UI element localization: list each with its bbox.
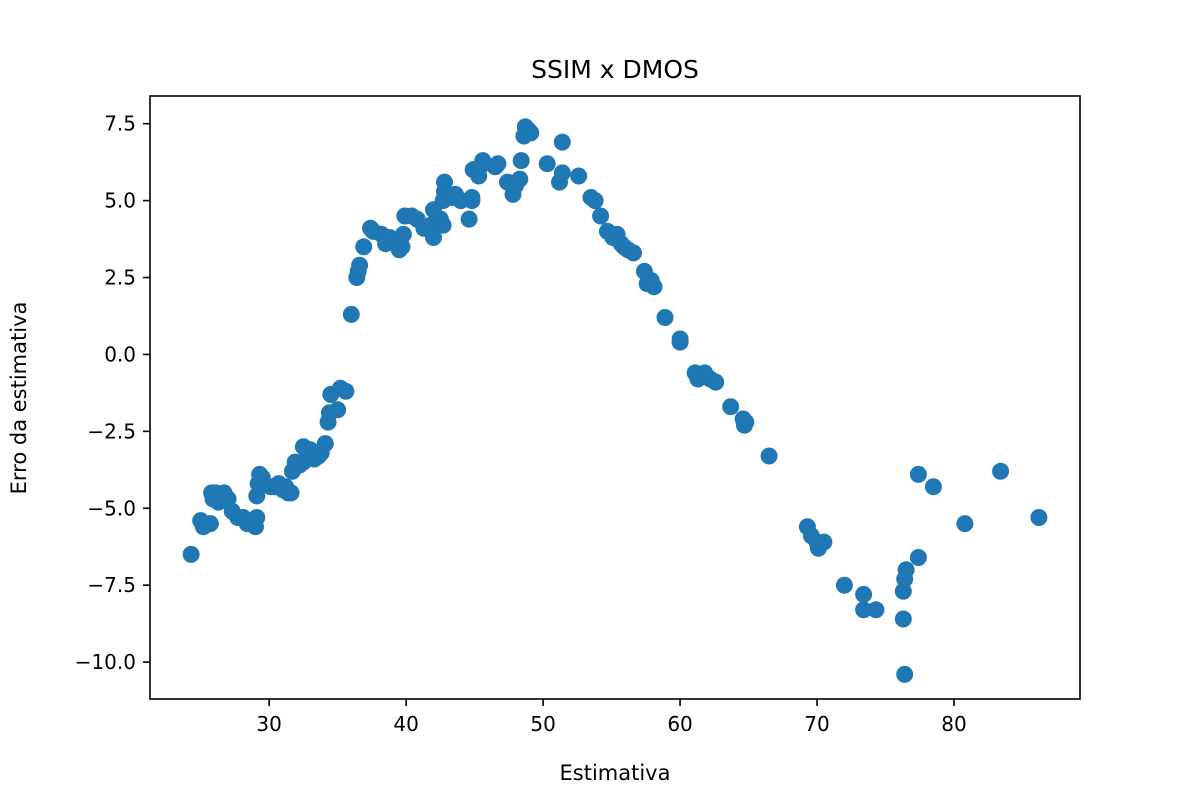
- data-point: [909, 549, 927, 566]
- data-point: [393, 238, 411, 256]
- data-point: [835, 576, 853, 594]
- y-tick-label: −10.0: [75, 650, 136, 674]
- data-point: [248, 509, 266, 526]
- x-tick-label: 40: [393, 712, 418, 736]
- data-point: [463, 189, 481, 206]
- data-point: [867, 601, 885, 619]
- plot-area-frame: [149, 95, 1081, 700]
- data-point: [355, 238, 373, 256]
- y-axis: 7.5 5.0 2.5 0.0 −2.5 −5.0 −7.5 −10.0: [75, 112, 150, 674]
- data-point: [592, 207, 610, 225]
- data-point: [855, 585, 873, 603]
- data-point: [956, 515, 974, 533]
- y-tick-label: −7.5: [87, 573, 136, 597]
- x-tick-label: 60: [667, 712, 692, 736]
- data-point: [282, 484, 300, 502]
- data-point: [337, 382, 355, 400]
- data-point: [538, 155, 556, 173]
- data-point: [586, 192, 604, 210]
- data-point: [897, 561, 915, 579]
- data-point: [707, 373, 725, 391]
- data-point: [656, 309, 674, 326]
- y-tick-label: 7.5: [104, 112, 136, 136]
- y-tick-label: −5.0: [87, 496, 136, 520]
- data-point: [924, 478, 942, 496]
- data-point: [394, 225, 412, 243]
- chart-title: SSIM x DMOS: [531, 55, 699, 84]
- data-point: [992, 462, 1010, 480]
- data-point: [737, 413, 755, 431]
- data-point: [329, 401, 347, 419]
- data-point: [760, 447, 778, 465]
- data-point: [460, 210, 478, 228]
- data-point: [855, 601, 873, 619]
- data-point: [522, 124, 540, 142]
- data-point: [511, 170, 529, 188]
- data-point: [909, 465, 927, 483]
- y-axis-title: Erro da estimativa: [7, 302, 31, 495]
- data-point: [201, 515, 219, 533]
- data-point: [342, 305, 360, 323]
- data-point: [671, 330, 689, 348]
- x-tick-label: 30: [256, 712, 281, 736]
- y-tick-label: 5.0: [104, 189, 136, 213]
- data-point: [553, 164, 571, 182]
- x-tick-label: 80: [941, 712, 966, 736]
- data-point: [815, 533, 833, 551]
- data-point: [894, 582, 912, 600]
- data-point: [570, 167, 588, 185]
- data-point: [489, 155, 507, 173]
- data-point: [436, 173, 453, 191]
- data-point: [722, 398, 740, 416]
- data-point: [434, 216, 452, 234]
- data-point: [182, 545, 200, 563]
- data-point: [625, 244, 642, 262]
- data-points: [182, 118, 1048, 683]
- data-point: [316, 435, 334, 453]
- x-axis-title: Estimativa: [560, 761, 671, 785]
- data-point: [645, 278, 663, 296]
- x-tick-label: 50: [530, 712, 555, 736]
- x-axis: 30 40 50 60 70 80: [256, 699, 967, 736]
- data-point: [248, 487, 266, 505]
- data-point: [425, 229, 442, 246]
- data-point: [512, 152, 530, 170]
- y-tick-label: 2.5: [104, 266, 136, 290]
- y-tick-label: 0.0: [104, 342, 136, 366]
- data-point: [896, 665, 914, 683]
- x-tick-label: 70: [804, 712, 829, 736]
- y-tick-label: −2.5: [87, 419, 136, 443]
- data-point: [1030, 509, 1048, 526]
- data-point: [553, 133, 571, 151]
- data-point: [351, 256, 369, 274]
- data-point: [894, 610, 912, 628]
